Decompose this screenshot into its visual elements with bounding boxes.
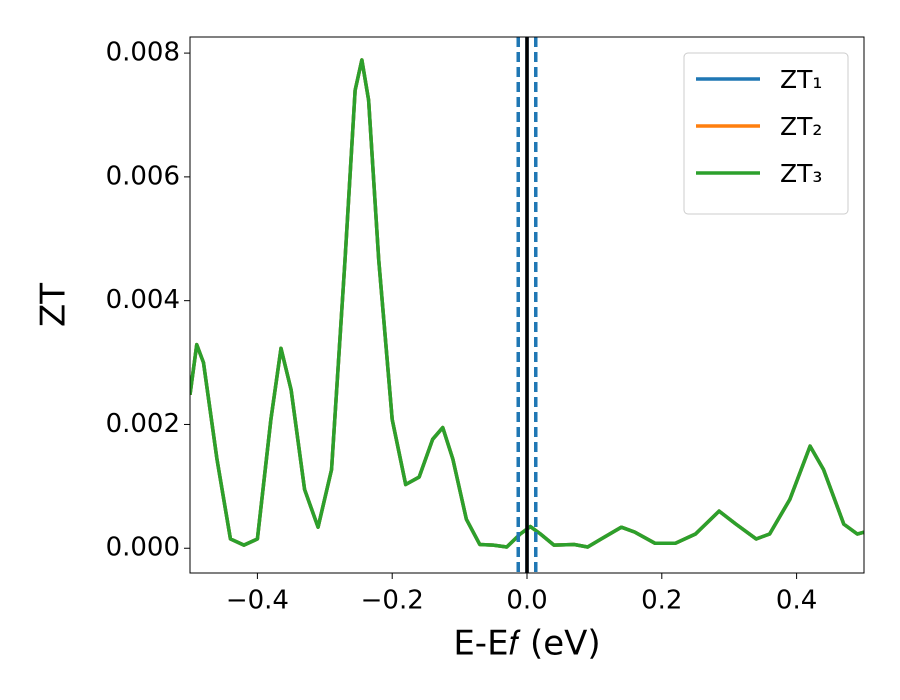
- y-tick-label: 0.000: [106, 533, 180, 563]
- x-tick-label: 0.4: [776, 586, 817, 616]
- y-tick-label: 0.008: [106, 38, 180, 68]
- legend-label: ZT₁: [780, 65, 822, 94]
- x-axis-label: E-E𝑓 (eV): [453, 624, 600, 664]
- y-tick-label: 0.004: [106, 285, 180, 315]
- x-tick-label: 0.0: [506, 586, 547, 616]
- legend-label: ZT₃: [780, 159, 822, 188]
- plot-frame: [189, 36, 865, 574]
- legend-label: ZT₂: [780, 112, 822, 141]
- y-tick-label: 0.002: [106, 409, 180, 439]
- x-tick-label: −0.4: [226, 586, 289, 616]
- data-line: [190, 58, 864, 549]
- y-axis-label: ZT: [34, 283, 74, 327]
- x-tick-label: −0.2: [361, 586, 424, 616]
- y-tick-label: 0.006: [106, 161, 180, 191]
- x-tick-label: 0.2: [641, 586, 682, 616]
- legend-box: [683, 52, 849, 215]
